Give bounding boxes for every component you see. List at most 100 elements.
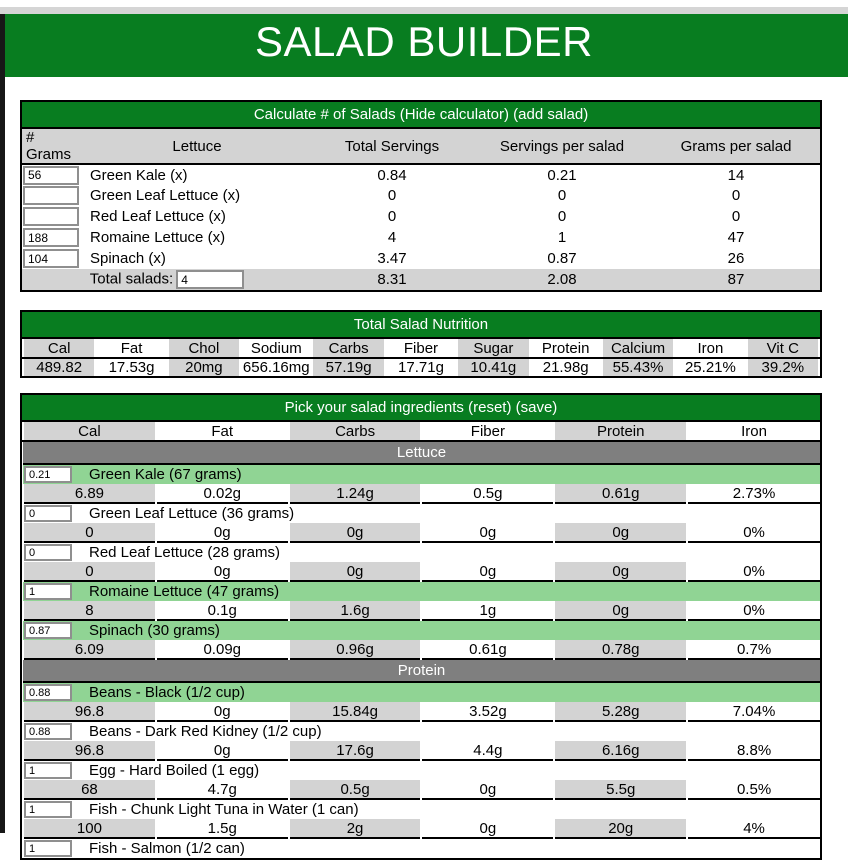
qty-input[interactable]	[24, 622, 72, 639]
col-header-total-servings: Total Servings	[312, 129, 472, 165]
grams-per-salad-total: 87	[652, 269, 820, 290]
ingredient-name-row: Green Leaf Lettuce (36 grams)	[23, 502, 820, 523]
nutrition-title: Total Salad Nutrition	[353, 316, 489, 333]
cal-value: 0	[22, 523, 157, 542]
qty-input[interactable]	[24, 801, 72, 818]
col-header-fat: Fat	[95, 339, 168, 359]
ingredient-name: Spinach (30 grams)	[89, 622, 220, 639]
col-header-cal: Cal	[22, 422, 157, 442]
col-header-cal: Cal	[21, 339, 97, 359]
save-link[interactable]: (save)	[515, 399, 558, 416]
carbs-value: 0.96g	[287, 640, 423, 659]
col-header-sodium: Sodium	[240, 339, 313, 359]
fiber-value: 0g	[421, 523, 555, 542]
reset-link[interactable]: (reset)	[468, 399, 512, 416]
col-header-sugar: Sugar	[456, 339, 531, 359]
remove-link[interactable]: (x)	[148, 250, 166, 267]
fiber-value: 0g	[421, 562, 555, 581]
grams-input[interactable]	[23, 165, 79, 185]
col-header-grams-per-salad: Grams per salad	[652, 129, 820, 165]
qty-input[interactable]	[24, 840, 72, 857]
qty-input[interactable]	[24, 466, 72, 483]
protein-value: 0g	[553, 523, 689, 542]
fat-total: 17.53g	[95, 358, 168, 376]
carbs-value: 0g	[287, 562, 423, 581]
calculator-row: Romaine Lettuce (x) 4 1 47	[22, 227, 820, 248]
grams-input[interactable]	[23, 207, 79, 226]
ingredient-name-row: Beans - Black (1/2 cup)	[23, 681, 820, 702]
carbs-value: 17.6g	[287, 741, 423, 760]
ingredient-name: Romaine Lettuce (47 grams)	[89, 583, 280, 600]
servings-per-salad-total: 2.08	[472, 269, 652, 290]
remove-link[interactable]: (x)	[170, 166, 188, 184]
qty-input[interactable]	[24, 544, 72, 561]
ingredient-values-row: 68 4.7g 0.5g 0g 5.5g 0.5%	[22, 780, 820, 799]
protein-value: 0g	[553, 562, 689, 581]
ingredient-name-row: Beans - Dark Red Kidney (1/2 cup)	[23, 720, 820, 741]
total-salads-label: Total salads:	[89, 270, 174, 288]
iron-value: 4%	[687, 819, 820, 838]
remove-link[interactable]: (x)	[208, 208, 226, 225]
lettuce-name: Green Kale	[90, 166, 166, 184]
col-header-protein: Protein	[529, 339, 602, 359]
cal-value: 68	[22, 780, 157, 799]
fat-value: 0g	[155, 523, 289, 542]
fat-value: 0g	[155, 702, 289, 721]
servings-per-salad-value: 0.21	[547, 166, 577, 184]
iron-value: 0%	[687, 523, 820, 542]
servings-per-salad-value: 0	[557, 187, 567, 204]
category-row: Protein	[23, 658, 820, 682]
protein-value: 0.78g	[553, 640, 689, 659]
ingredient-values-row: 96.8 0g 17.6g 4.4g 6.16g 8.8%	[22, 741, 820, 760]
nutrition-table: Cal Fat Chol Sodium Carbs Fiber Sugar Pr…	[21, 339, 821, 376]
qty-input[interactable]	[24, 505, 72, 522]
calculator-header-row: # Grams Lettuce Total Servings Servings …	[22, 129, 820, 165]
col-header-fiber: Fiber	[384, 339, 458, 359]
fiber-value: 0.5g	[421, 484, 555, 503]
total-nutrition-panel: Total Salad Nutrition Cal Fat Chol Sodiu…	[20, 310, 822, 378]
remove-link[interactable]: (x)	[207, 229, 226, 246]
qty-input[interactable]	[24, 583, 72, 600]
qty-input[interactable]	[24, 684, 72, 701]
vitc-total: 39.2%	[745, 358, 821, 376]
ingredient-name-row: Egg - Hard Boiled (1 egg)	[23, 759, 820, 780]
grams-input[interactable]	[23, 228, 79, 247]
col-header-fat: Fat	[155, 422, 289, 442]
cal-value: 6.09	[22, 640, 157, 659]
main-content: Calculate # of Salads (Hide calculator) …	[20, 100, 822, 860]
lettuce-name: Romaine Lettuce	[90, 229, 204, 246]
col-header-iron: Iron	[674, 339, 747, 359]
fat-value: 0.09g	[155, 640, 289, 659]
qty-input[interactable]	[24, 762, 72, 779]
add-salad-link[interactable]: (add salad)	[513, 106, 589, 123]
protein-value: 20g	[553, 819, 689, 838]
ingredients-title: Pick your salad ingredients	[284, 399, 464, 416]
ingredient-name: Green Kale (67 grams)	[89, 466, 242, 483]
protein-value: 0g	[553, 601, 689, 620]
salad-calculator-panel: Calculate # of Salads (Hide calculator) …	[20, 100, 822, 292]
grams-input[interactable]	[23, 186, 79, 205]
hide-calculator-link[interactable]: (Hide calculator)	[399, 106, 509, 123]
total-servings-value: 0	[387, 187, 397, 204]
ingredient-name-row: Green Kale (67 grams)	[23, 463, 820, 484]
fat-value: 1.5g	[155, 819, 289, 838]
remove-link[interactable]: (x)	[222, 187, 241, 204]
ingredient-name: Beans - Dark Red Kidney (1/2 cup)	[89, 723, 322, 740]
iron-value: 0%	[687, 601, 820, 620]
protein-value: 5.5g	[553, 780, 689, 799]
nutrition-values-row: 489.82 17.53g 20mg 656.16mg 57.19g 17.71…	[21, 358, 821, 376]
qty-input[interactable]	[24, 723, 72, 740]
ingredient-name: Beans - Black (1/2 cup)	[89, 684, 245, 701]
sodium-total: 656.16mg	[240, 358, 313, 376]
ingredient-name: Green Leaf Lettuce (36 grams)	[89, 505, 295, 522]
category-label: Protein	[23, 658, 820, 682]
total-salads-input[interactable]	[176, 270, 245, 289]
grams-input[interactable]	[23, 249, 79, 268]
fiber-value: 4.4g	[421, 741, 555, 760]
calculator-row: Spinach (x) 3.47 0.87 26	[22, 248, 820, 269]
fiber-value: 0g	[421, 819, 555, 838]
fiber-total: 17.71g	[384, 358, 458, 376]
ingredients-header-row: Cal Fat Carbs Fiber Protein Iron	[22, 422, 820, 442]
cal-value: 100	[22, 819, 157, 838]
protein-value: 5.28g	[553, 702, 689, 721]
